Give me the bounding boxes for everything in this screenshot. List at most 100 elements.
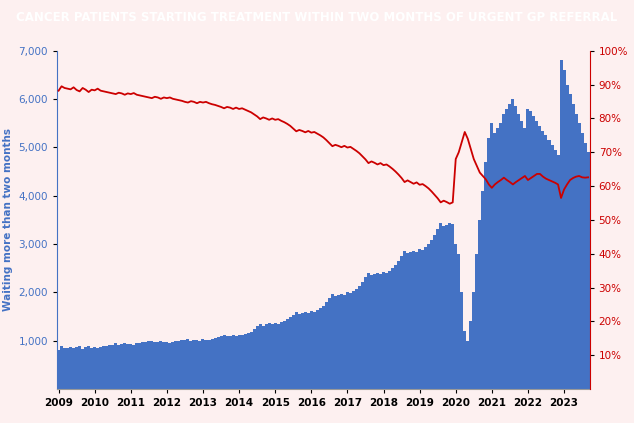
Bar	[400, 256, 403, 389]
Bar	[307, 313, 310, 389]
Bar	[243, 334, 247, 389]
Bar	[214, 338, 217, 389]
Bar	[418, 249, 421, 389]
Bar	[586, 152, 590, 389]
Bar	[280, 322, 283, 389]
Bar	[560, 60, 562, 389]
Bar	[526, 109, 529, 389]
Bar	[512, 99, 514, 389]
Bar	[334, 297, 337, 389]
Bar	[463, 331, 466, 389]
Bar	[93, 346, 96, 389]
Bar	[99, 347, 102, 389]
Bar	[529, 111, 533, 389]
Bar	[493, 133, 496, 389]
Bar	[169, 343, 171, 389]
Bar	[388, 271, 391, 389]
Bar	[135, 343, 138, 389]
Bar	[69, 346, 72, 389]
Bar	[370, 275, 373, 389]
Bar	[454, 244, 457, 389]
Bar	[238, 335, 240, 389]
Bar	[316, 310, 319, 389]
Bar	[481, 191, 484, 389]
Bar	[162, 342, 165, 389]
Bar	[217, 337, 219, 389]
Bar	[382, 272, 385, 389]
Bar	[202, 339, 205, 389]
Bar	[581, 133, 584, 389]
Bar	[364, 277, 367, 389]
Bar	[478, 220, 481, 389]
Bar	[210, 339, 214, 389]
Bar	[286, 319, 288, 389]
Bar	[198, 341, 202, 389]
Bar	[235, 336, 238, 389]
Bar	[430, 240, 433, 389]
Bar	[533, 116, 536, 389]
Bar	[548, 140, 550, 389]
Bar	[256, 326, 259, 389]
Bar	[133, 345, 135, 389]
Bar	[553, 150, 557, 389]
Bar	[427, 244, 430, 389]
Bar	[457, 254, 460, 389]
Bar	[367, 273, 370, 389]
Bar	[385, 273, 388, 389]
Bar	[205, 341, 207, 389]
Bar	[373, 274, 376, 389]
Bar	[114, 343, 117, 389]
Bar	[331, 294, 334, 389]
Bar	[346, 291, 349, 389]
Bar	[355, 288, 358, 389]
Bar	[502, 114, 505, 389]
Bar	[259, 324, 262, 389]
Bar	[72, 348, 75, 389]
Bar	[171, 342, 174, 389]
Bar	[439, 223, 442, 389]
Bar	[165, 342, 169, 389]
Bar	[295, 312, 298, 389]
Y-axis label: Waiting more than two months: Waiting more than two months	[3, 129, 13, 311]
Bar	[566, 85, 569, 389]
Bar	[117, 345, 120, 389]
Bar	[111, 345, 114, 389]
Bar	[466, 341, 469, 389]
Bar	[178, 341, 181, 389]
Bar	[75, 347, 78, 389]
Bar	[358, 286, 361, 389]
Bar	[84, 347, 87, 389]
Bar	[181, 341, 183, 389]
Bar	[262, 326, 264, 389]
Bar	[476, 254, 478, 389]
Bar	[409, 252, 412, 389]
Bar	[514, 106, 517, 389]
Bar	[406, 253, 409, 389]
Bar	[545, 135, 548, 389]
Bar	[343, 295, 346, 389]
Bar	[313, 312, 316, 389]
Bar	[108, 345, 111, 389]
Bar	[271, 324, 274, 389]
Bar	[283, 321, 286, 389]
Bar	[138, 343, 141, 389]
Bar	[472, 292, 476, 389]
Bar	[81, 349, 84, 389]
Bar	[268, 324, 271, 389]
Bar	[445, 225, 448, 389]
Bar	[240, 335, 243, 389]
Bar	[541, 131, 545, 389]
Bar	[574, 114, 578, 389]
Bar	[247, 333, 250, 389]
Bar	[252, 329, 256, 389]
Bar	[412, 251, 415, 389]
Bar	[186, 339, 190, 389]
Bar	[572, 104, 574, 389]
Bar	[141, 342, 145, 389]
Bar	[325, 302, 328, 389]
Bar	[488, 138, 490, 389]
Bar	[508, 104, 512, 389]
Bar	[521, 121, 524, 389]
Bar	[123, 343, 126, 389]
Bar	[442, 226, 445, 389]
